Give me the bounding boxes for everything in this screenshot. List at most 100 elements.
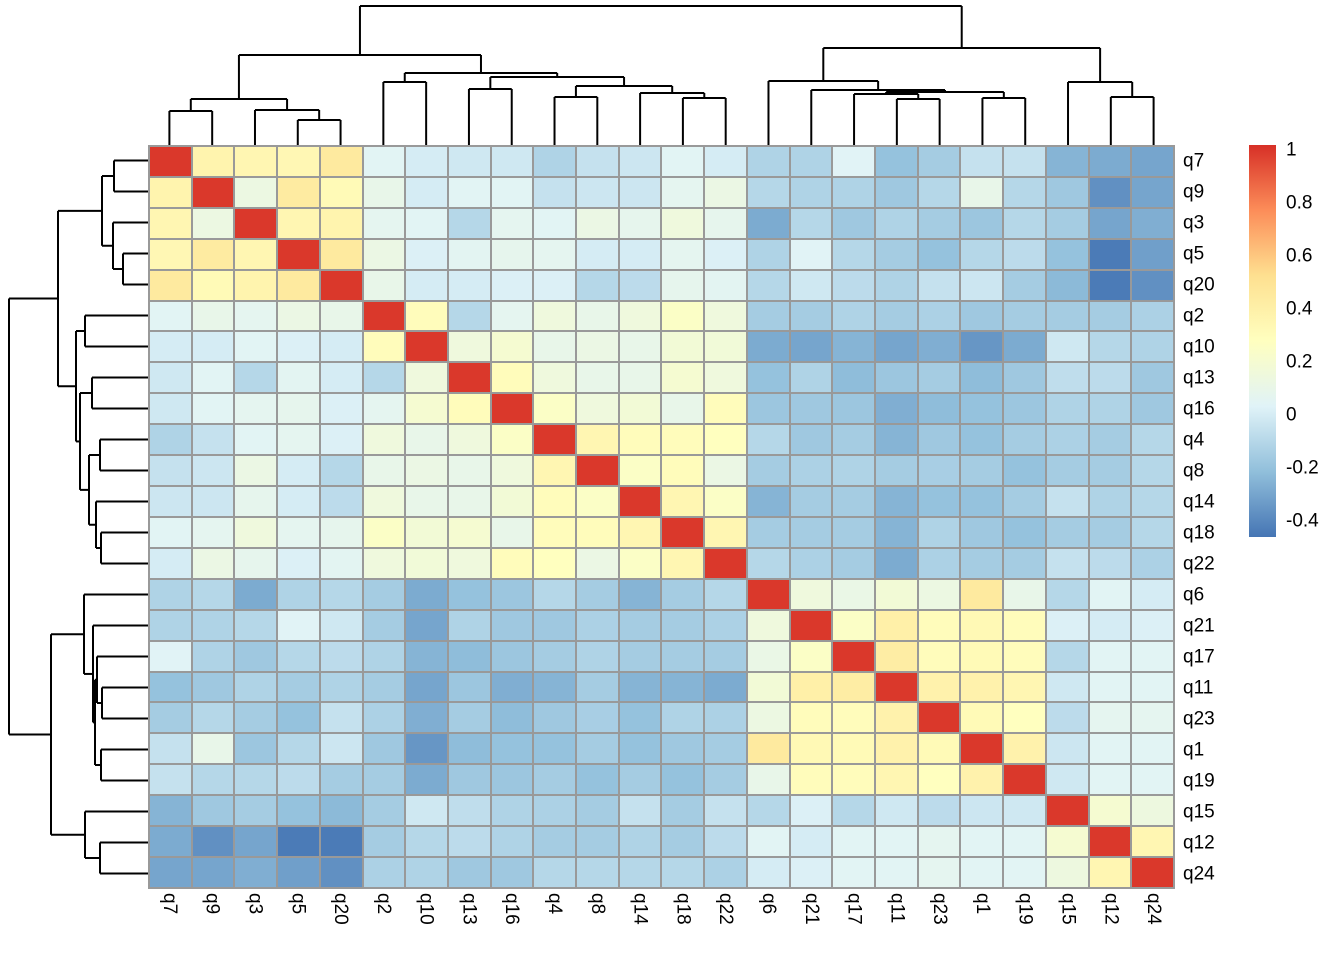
heatmap-cell [705,239,746,269]
heatmap-cell [491,363,533,393]
heatmap-cell [1004,177,1045,207]
heatmap-cell [150,239,191,269]
heatmap-cell [534,858,576,887]
heatmap-cell [150,301,191,331]
heatmap-cell [1004,641,1045,671]
heatmap-cell [961,456,1003,486]
heatmap-cell [961,487,1003,516]
heatmap-cell [278,517,319,547]
heatmap-cell [619,208,661,238]
heatmap-cell [192,239,234,269]
heatmap-cell [278,703,319,733]
heatmap-cell [747,827,789,857]
heatmap-cell [961,425,1003,455]
heatmap-cell [235,394,277,424]
heatmap-cell [876,672,917,702]
heatmap-cell [833,270,875,300]
heatmap-cell [577,147,618,176]
heatmap-cell [235,487,277,516]
heatmap-cell [363,487,405,516]
heatmap-cell [534,641,576,671]
heatmap-cell [534,487,576,516]
heatmap-cell [150,672,191,702]
heatmap-cell [1046,363,1088,393]
heatmap-cell [491,517,533,547]
row-label: q22 [1183,553,1215,574]
heatmap-cell [448,208,490,238]
heatmap-cell [747,641,789,671]
heatmap-cell [278,208,319,238]
heatmap-cell [406,796,447,826]
heatmap-cell [278,672,319,702]
heatmap-cell [961,765,1003,795]
heatmap-cell [833,765,875,795]
heatmap-cell [448,332,490,362]
heatmap-cell [577,796,618,826]
heatmap-cell [833,177,875,207]
heatmap-cell [491,672,533,702]
heatmap-cell [320,548,362,578]
heatmap-cell [833,239,875,269]
heatmap-cell [662,548,704,578]
heatmap-cell [833,332,875,362]
heatmap-cell [918,487,960,516]
heatmap-cell [448,796,490,826]
heatmap-cell [918,858,960,887]
heatmap-cell [1004,239,1045,269]
heatmap-cell [363,517,405,547]
heatmap-cell [363,363,405,393]
heatmap-cell [363,734,405,764]
heatmap-cell [278,796,319,826]
heatmap-cell [192,548,234,578]
heatmap-cell [491,703,533,733]
heatmap-cell [320,456,362,486]
row-label: q21 [1183,615,1215,636]
heatmap-cell [1004,703,1045,733]
heatmap-cell [705,734,746,764]
heatmap-cell [790,827,832,857]
heatmap-cell [1132,579,1173,609]
correlation-heatmap-grid [148,145,1175,889]
row-label: q4 [1183,429,1205,450]
row-label: q9 [1183,181,1205,202]
heatmap-cell [491,487,533,516]
heatmap-cell [406,827,447,857]
heatmap-cell [192,363,234,393]
heatmap-cell [406,394,447,424]
heatmap-cell [534,610,576,640]
heatmap-cell [150,270,191,300]
heatmap-cell [534,734,576,764]
col-label: q1 [971,893,993,915]
heatmap-cell [918,332,960,362]
heatmap-cell [363,208,405,238]
heatmap-cell [790,487,832,516]
heatmap-cell [619,332,661,362]
legend-tick-label: 1 [1286,139,1297,161]
heatmap-cell [1089,363,1131,393]
heatmap-cell [662,270,704,300]
heatmap-cell [577,487,618,516]
heatmap-cell [1046,332,1088,362]
heatmap-cell [448,641,490,671]
heatmap-cell [662,517,704,547]
heatmap-cell [619,177,661,207]
heatmap-cell [833,147,875,176]
heatmap-cell [577,734,618,764]
heatmap-cell [918,765,960,795]
heatmap-cell [363,548,405,578]
heatmap-cell [790,239,832,269]
heatmap-cell [747,332,789,362]
heatmap-cell [662,177,704,207]
heatmap-cell [961,208,1003,238]
heatmap-cell [747,765,789,795]
heatmap-cell [278,270,319,300]
heatmap-cell [1132,765,1173,795]
heatmap-cell [705,517,746,547]
heatmap-cell [619,517,661,547]
heatmap-cell [320,239,362,269]
heatmap-cell [619,765,661,795]
heatmap-cell [747,270,789,300]
heatmap-cell [961,734,1003,764]
heatmap-cell [534,147,576,176]
heatmap-cell [705,301,746,331]
